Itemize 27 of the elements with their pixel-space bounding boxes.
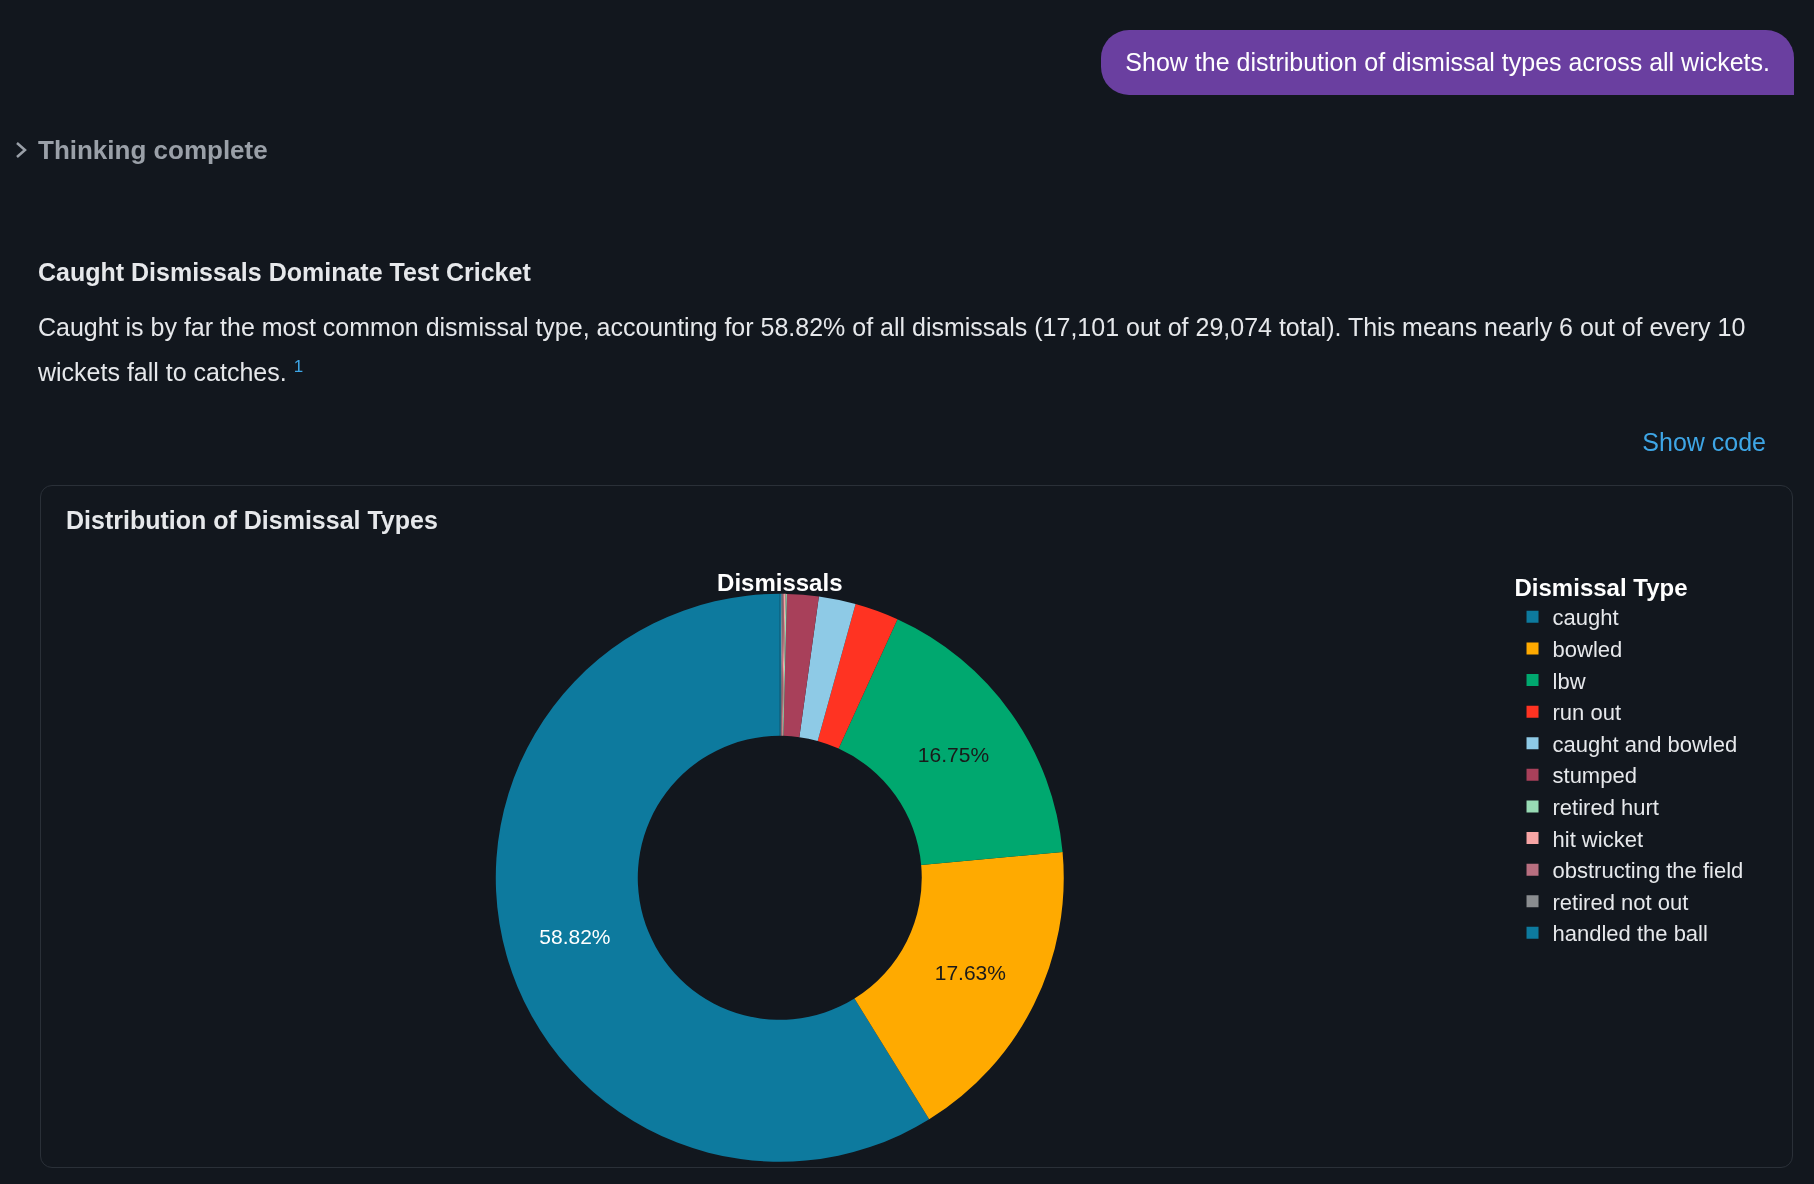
legend-label: lbw [1552, 668, 1586, 694]
data-label: 16.75% [917, 743, 990, 767]
text: Distribution of Dismissal Types [66, 506, 438, 535]
data-label: 58.82% [539, 924, 611, 948]
chart-subtitle: Dismissals [717, 568, 843, 596]
text: Show code [1642, 428, 1766, 457]
legend-label: obstructing the field [1552, 858, 1744, 884]
text: Caught is by far the most common dismissal type, accounting for 58.82% of all dismissals (17,101 out of 29,074 total). This means nearly 6 out of every 10 wickets fall to catches. $^{1}$ [38, 312, 1747, 389]
legend-label: handled the ball [1552, 921, 1708, 947]
data-label: 17.63% [934, 961, 1006, 985]
legend-label: caught [1552, 605, 1619, 631]
text: Show the distribution of dismissal types across all wickets. [1101, 30, 1794, 95]
donut-slice [854, 851, 1064, 1120]
text: Thinking complete [38, 135, 268, 166]
donut-slice [783, 593, 819, 738]
legend-title: Dismissal Type [1514, 574, 1688, 602]
donut-slice [838, 619, 1063, 865]
donut-slice [817, 604, 898, 749]
legend-label: caught and bowled [1552, 731, 1738, 757]
legend-label: retired hurt [1552, 795, 1659, 821]
text: Caught Dismissals Dominate Test Cricket [38, 258, 531, 287]
legend-label: hit wicket [1552, 826, 1643, 852]
donut-slice [799, 596, 856, 741]
legend-label: run out [1552, 700, 1622, 726]
legend-label: retired not out [1552, 889, 1689, 915]
legend-label: stumped [1552, 763, 1637, 789]
legend-label: bowled [1552, 637, 1623, 663]
